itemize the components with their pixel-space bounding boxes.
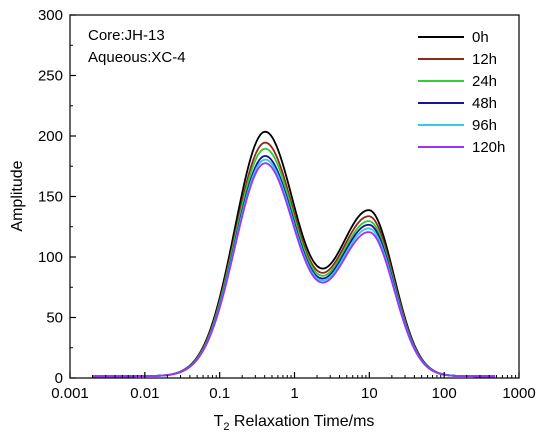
series-layer: [92, 130, 496, 378]
x-axis-label-t: T: [214, 413, 224, 430]
legend-label-0h: 0h: [472, 29, 489, 46]
y-tick-label: 200: [38, 128, 63, 145]
x-tick-label: 0.1: [209, 385, 230, 402]
y-tick-label: 0: [55, 370, 63, 387]
series-line-48h: [92, 155, 496, 378]
plot-frame: [69, 14, 520, 379]
series-line-96h: [92, 158, 496, 378]
legend-label-24h: 24h: [472, 73, 497, 90]
y-tick-label: 150: [38, 189, 63, 206]
series-line-120h: [92, 162, 496, 378]
legend: 0h 12h 24h 48h 96h 120h: [418, 29, 505, 156]
legend-label-96h: 96h: [472, 117, 497, 134]
annotation-aqueous: Aqueous:XC-4: [88, 49, 186, 66]
x-tick-label: 100: [432, 385, 457, 402]
annotation-core: Core:JH-13: [88, 27, 165, 44]
y-axis-label: Amplitude: [9, 160, 26, 231]
legend-label-120h: 120h: [472, 139, 505, 156]
x-axis-label-subscript: 2: [223, 421, 229, 433]
legend-label-12h: 12h: [472, 51, 497, 68]
x-tick-label: 0.01: [130, 385, 159, 402]
x-tick-label: 0.001: [51, 385, 89, 402]
legend-label-48h: 48h: [472, 95, 497, 112]
x-axis-label-rest: Relaxation Time/ms: [229, 413, 374, 430]
y-tick-label: 300: [38, 7, 63, 24]
series-line-24h: [92, 147, 496, 378]
x-tick-label: 1000: [502, 385, 535, 402]
y-tick-label: 250: [38, 68, 63, 85]
y-tick-label: 50: [46, 310, 63, 327]
y-tick-label: 100: [38, 249, 63, 266]
y-axis: 0 50 100 150 200 250 300: [38, 7, 76, 387]
x-tick-label: 10: [361, 385, 378, 402]
series-line-0h: [92, 130, 496, 378]
series-line-12h: [92, 141, 496, 378]
x-axis: 0.001 0.01 0.1 1 10 100 1000: [51, 372, 536, 402]
x-tick-label: 1: [290, 385, 298, 402]
x-axis-label: T2 Relaxation Time/ms: [214, 413, 375, 433]
